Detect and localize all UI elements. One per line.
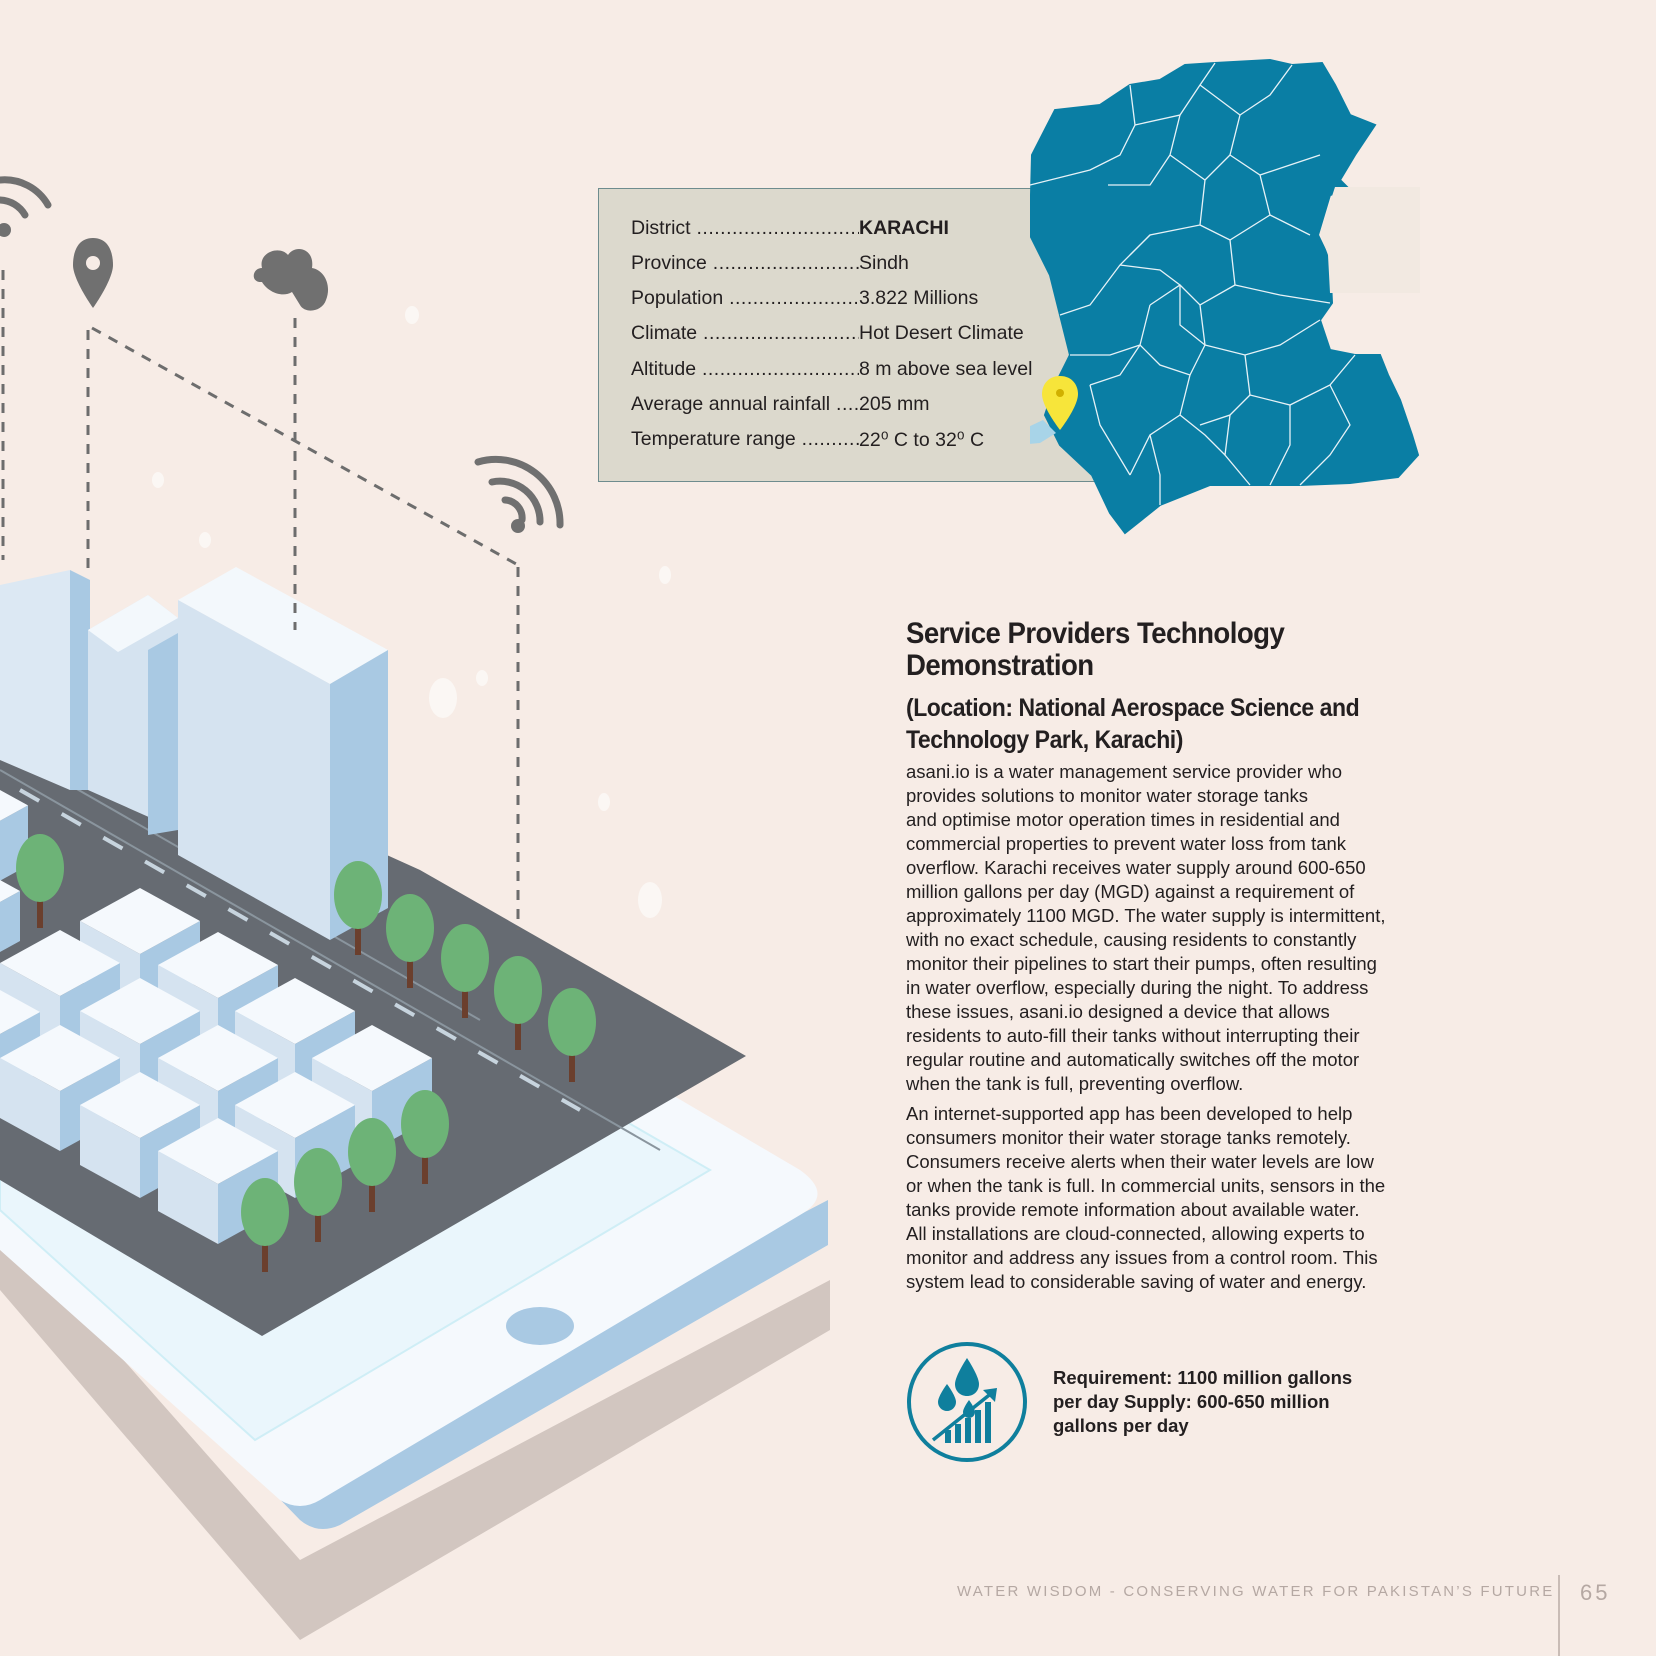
text-line: these issues, asani.io designed a device… bbox=[906, 1001, 1330, 1022]
text-line: provides solutions to monitor water stor… bbox=[906, 785, 1309, 806]
text-line: in water overflow, especially during the… bbox=[906, 977, 1369, 998]
info-value: Hot Desert Climate bbox=[859, 322, 1024, 344]
text-line: or when the tank is full. In commercial … bbox=[906, 1175, 1386, 1196]
text-line: when the tank is full, preventing overfl… bbox=[906, 1073, 1244, 1094]
info-value: 22⁰ C to 32⁰ C bbox=[859, 429, 985, 451]
paragraph-2: An internet-supported app has been devel… bbox=[906, 1102, 1426, 1294]
text-line: All installations are cloud-connected, a… bbox=[906, 1223, 1365, 1244]
text-line: monitor their pipelines to start their p… bbox=[906, 953, 1377, 974]
page-number: 65 bbox=[1580, 1580, 1611, 1605]
article-location: (Location: National Aerospace Science an… bbox=[906, 692, 1384, 756]
info-row-climate: ClimateHot Desert Climate bbox=[631, 322, 1024, 352]
info-row-province: ProvinceSindh bbox=[631, 252, 909, 282]
tall-building-1 bbox=[0, 570, 90, 790]
article-title-line: Service Providers Technology bbox=[906, 617, 1285, 650]
info-label: Altitude bbox=[631, 358, 859, 381]
road-edge bbox=[0, 769, 661, 1151]
tree bbox=[401, 1090, 449, 1184]
text-line: regular routine and automatically switch… bbox=[906, 1049, 1360, 1070]
wifi-icon bbox=[0, 176, 52, 237]
low-building bbox=[0, 880, 20, 952]
trees bbox=[16, 834, 596, 1272]
note-line: per day Supply: 600-650 million bbox=[1053, 1391, 1330, 1412]
tree bbox=[494, 956, 542, 1050]
tree bbox=[348, 1118, 396, 1212]
karachi-district bbox=[1030, 420, 1056, 444]
text-line: overflow. Karachi receives water supply … bbox=[906, 857, 1366, 878]
low-buildings bbox=[0, 790, 432, 1244]
text-line: and optimise motor operation times in re… bbox=[906, 809, 1340, 830]
article-title: Service Providers Technology Demonstrati… bbox=[906, 618, 1384, 682]
wifi-icon bbox=[474, 455, 564, 533]
particles bbox=[152, 306, 671, 918]
tree bbox=[441, 924, 489, 1018]
text-line: system lead to considerable saving of wa… bbox=[906, 1271, 1367, 1292]
info-label: District bbox=[631, 217, 859, 240]
info-label: Temperature range bbox=[631, 428, 859, 451]
note-line: gallons per day bbox=[1053, 1415, 1189, 1436]
info-value: 205 mm bbox=[859, 393, 930, 415]
tablet-shadow bbox=[0, 1220, 830, 1640]
info-value: 8 m above sea level bbox=[859, 358, 1033, 380]
info-label: Province bbox=[631, 252, 859, 275]
location-pin-icon bbox=[1042, 376, 1078, 430]
info-row-temperature: Temperature range22⁰ C to 32⁰ C bbox=[631, 428, 984, 458]
sindh-province-map bbox=[1030, 58, 1420, 535]
text-line: approximately 1100 MGD. The water supply… bbox=[906, 905, 1386, 926]
map-fade-patch bbox=[1320, 187, 1420, 293]
text-line: monitor and address any issues from a co… bbox=[906, 1247, 1378, 1268]
tree bbox=[241, 1178, 289, 1272]
supply-requirement-note: Requirement: 1100 million gallons per da… bbox=[1053, 1366, 1393, 1438]
info-label: Average annual rainfall bbox=[631, 393, 859, 416]
info-value: 3.822 Millions bbox=[859, 287, 979, 309]
text-line: residents to auto-fill their tanks witho… bbox=[906, 1025, 1360, 1046]
tree bbox=[548, 988, 596, 1082]
article-location-line: Technology Park, Karachi) bbox=[906, 726, 1183, 754]
text-line: asani.io is a water management service p… bbox=[906, 761, 1342, 782]
location-pin-icon bbox=[73, 238, 113, 308]
tree bbox=[386, 894, 434, 988]
tree bbox=[334, 861, 382, 955]
article-title-line: Demonstration bbox=[906, 649, 1094, 682]
info-row-altitude: Altitude8 m above sea level bbox=[631, 358, 1032, 388]
info-row-district: DistrictKARACHI bbox=[631, 217, 949, 247]
info-value: Sindh bbox=[859, 252, 909, 274]
info-row-rainfall: Average annual rainfall205 mm bbox=[631, 393, 929, 423]
text-line: Consumers receive alerts when their wate… bbox=[906, 1151, 1374, 1172]
sindh-outline bbox=[1030, 58, 1420, 535]
text-line: An internet-supported app has been devel… bbox=[906, 1103, 1353, 1124]
text-line: tanks provide remote information about a… bbox=[906, 1199, 1360, 1220]
note-line: Requirement: 1100 million gallons bbox=[1053, 1367, 1353, 1388]
article-location-line: (Location: National Aerospace Science an… bbox=[906, 694, 1360, 722]
text-line: commercial properties to prevent water l… bbox=[906, 833, 1347, 854]
tree bbox=[294, 1148, 342, 1242]
paragraph-1: asani.io is a water management service p… bbox=[906, 760, 1426, 1096]
publication-title: WATER WISDOM - CONSERVING WATER FOR PAKI… bbox=[957, 1583, 1555, 1600]
text-line: with no exact schedule, causing resident… bbox=[906, 929, 1357, 950]
info-label: Population bbox=[631, 287, 859, 310]
smart-city-illustration bbox=[0, 176, 830, 1640]
connection-lines bbox=[1, 270, 520, 930]
info-value: KARACHI bbox=[859, 217, 949, 239]
low-building bbox=[158, 1118, 278, 1244]
text-line: million gallons per day (MGD) against a … bbox=[906, 881, 1355, 902]
tall-building-2 bbox=[88, 595, 178, 835]
road-dashes bbox=[19, 788, 581, 1112]
footer-divider bbox=[1558, 1575, 1560, 1656]
district-borders bbox=[1030, 62, 1356, 505]
info-row-population: Population3.822 Millions bbox=[631, 287, 978, 317]
tablet-home-button bbox=[506, 1307, 574, 1345]
water-drops-growth-chart-icon bbox=[907, 1342, 1027, 1462]
info-label: Climate bbox=[631, 322, 859, 345]
tree bbox=[16, 834, 64, 928]
cloud-icon bbox=[253, 248, 329, 311]
text-line: consumers monitor their water storage ta… bbox=[906, 1127, 1351, 1148]
